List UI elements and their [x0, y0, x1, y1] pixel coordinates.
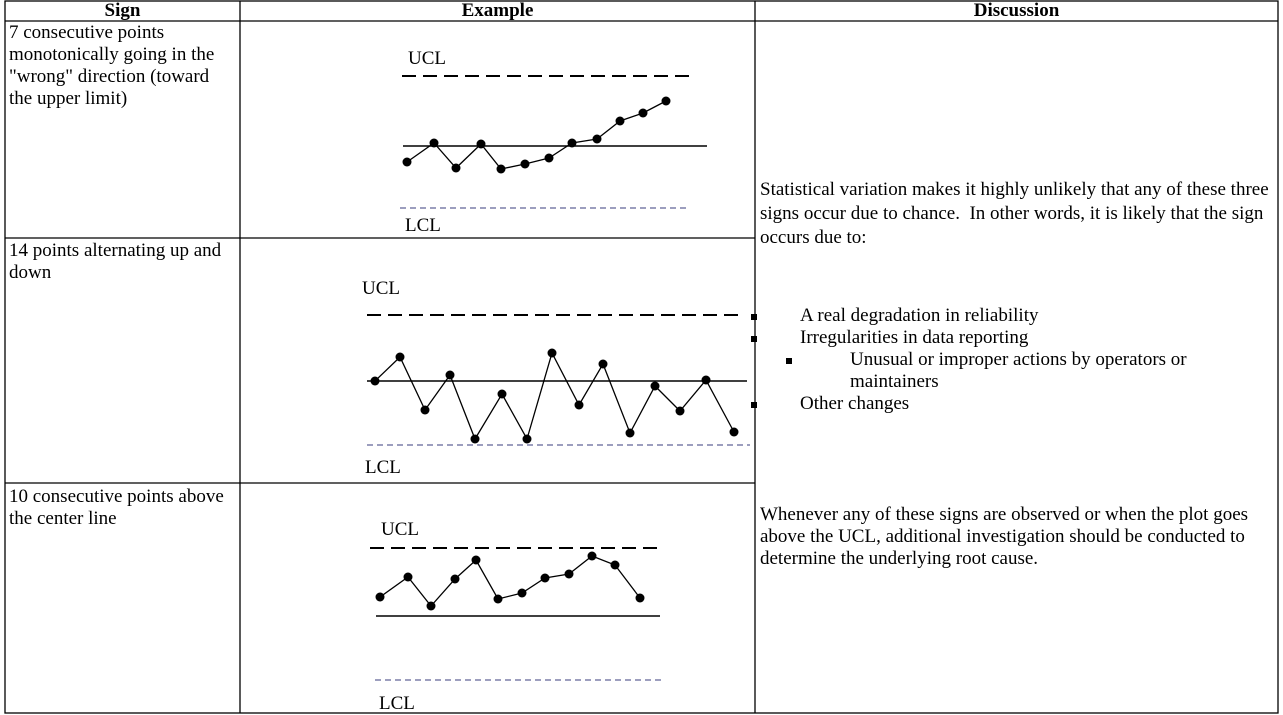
sketch-point [540, 573, 550, 583]
bullet: Other changes [751, 393, 1270, 415]
sketch-point [395, 352, 405, 362]
sketch-point [592, 134, 602, 144]
sketches [367, 75, 750, 681]
bullet: A real degradation in reliability [751, 305, 1270, 327]
sketch-line [406, 100, 667, 170]
sketch-point [497, 389, 507, 399]
sign-text: 14 points alternating up and down [9, 240, 226, 283]
ucl-label: UCL [362, 278, 400, 299]
outer-border [4, 0, 1279, 714]
header-cell: Sign [104, 0, 141, 21]
sign-text: 7 consecutive points monotonically going… [9, 22, 220, 109]
sketch-point [402, 157, 412, 167]
sketch-point [587, 551, 597, 561]
sketch-point [661, 96, 671, 106]
lcl-label: LCL [365, 457, 401, 478]
sketch-point [520, 159, 530, 169]
ucl-label: UCL [408, 48, 446, 69]
sketch-point [650, 381, 660, 391]
sign-text: 10 consecutive points above the center l… [9, 486, 229, 529]
header-cell: Example [461, 0, 534, 21]
sketch-point [496, 164, 506, 174]
sketch-point [403, 572, 413, 582]
ucl-label: UCL [381, 519, 419, 540]
sketch-point [625, 428, 635, 438]
lcl-label: LCL [405, 215, 441, 236]
sketch-point [450, 574, 460, 584]
sketch-point [451, 163, 461, 173]
bullet: Unusual or improper actions by operators… [786, 349, 1230, 393]
sketch-point [544, 153, 554, 163]
discussion-closing: Whenever any of these signs are observed… [760, 504, 1253, 569]
sketch-point [567, 138, 577, 148]
sketch-point [420, 405, 430, 415]
sketch-point [635, 593, 645, 603]
sketch-point [615, 116, 625, 126]
sketch-point [675, 406, 685, 416]
sketch-point [426, 601, 436, 611]
sketch-point [493, 594, 503, 604]
table-borders [4, 0, 1279, 714]
sketch-point [522, 434, 532, 444]
sketch-point [445, 370, 455, 380]
sketch-point [610, 560, 620, 570]
sketch-point [638, 108, 648, 118]
sketch-point [564, 569, 574, 579]
sketch-point [729, 427, 739, 437]
sketch-point [471, 555, 481, 565]
sketch-line [374, 351, 735, 441]
discussion-intro: Statistical variation makes it highly un… [760, 179, 1274, 248]
sketch-point [701, 375, 711, 385]
lcl-label: LCL [379, 693, 415, 714]
sketch-point [598, 359, 608, 369]
sketch-point [547, 348, 557, 358]
bullet: Irregularities in data reporting [751, 327, 1270, 349]
sketch-point [517, 588, 527, 598]
sketch-point [375, 592, 385, 602]
sketch-point [470, 434, 480, 444]
header-cell: Discussion [973, 0, 1060, 21]
sketch-point [476, 139, 486, 149]
sketch-line [379, 555, 641, 608]
sketch-point [370, 376, 380, 386]
sketch-point [574, 400, 584, 410]
sketch-point [429, 138, 439, 148]
